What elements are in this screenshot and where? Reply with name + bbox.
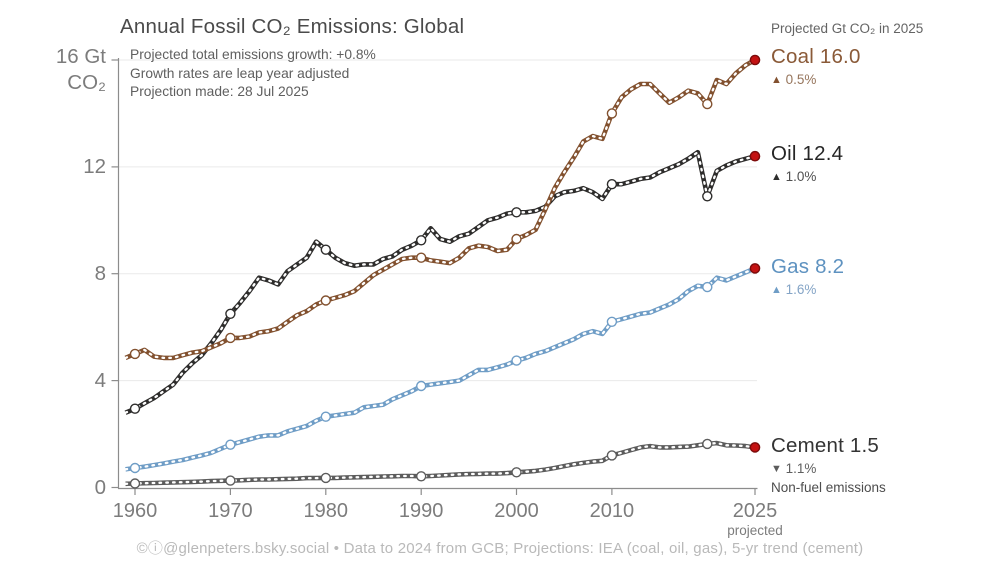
- decade-marker: [225, 332, 236, 344]
- up-triangle-icon: ▲: [771, 284, 782, 296]
- y-axis-unit-line1: 16 Gt: [55, 45, 106, 68]
- series-growth-cement: ▼ 1.1%: [771, 461, 886, 476]
- projection-end-dot: [749, 442, 761, 453]
- x-axis-tick-label: 1970: [208, 500, 253, 522]
- decade-marker: [416, 252, 427, 263]
- series-label-gas-text: Gas 8.2: [771, 255, 845, 278]
- annotation-block: Projected total emissions growth: +0.8% …: [130, 46, 376, 102]
- projection-end-dot: [749, 150, 761, 162]
- series-growth-oil-value: 1.0%: [785, 169, 817, 184]
- decade-marker: [320, 411, 331, 422]
- series-label-oil-text: Oil 12.4: [771, 142, 844, 165]
- y-axis-tick-label: 4: [94, 368, 106, 392]
- projection-end-dot: [749, 263, 761, 274]
- decade-marker: [225, 308, 236, 319]
- decade-marker: [416, 380, 427, 392]
- y-axis-unit-label: 16 Gt CO₂: [14, 44, 106, 96]
- x-axis-tick-label: 1990: [398, 500, 444, 522]
- decade-marker: [320, 472, 331, 484]
- annotation-line-3: Projection made: 28 Jul 2025: [130, 84, 309, 100]
- decade-marker: [320, 295, 331, 306]
- decade-marker: [511, 467, 522, 478]
- up-triangle-icon: ▲: [771, 74, 782, 86]
- annotation-line-1: Projected total emissions growth: +0.8%: [130, 47, 376, 62]
- decade-marker: [225, 475, 236, 486]
- x-axis-projected-label: projected: [727, 523, 783, 538]
- series-growth-coal: ▲ 0.5%: [771, 72, 861, 87]
- decade-marker: [129, 478, 141, 489]
- series-label-coal: Coal 16.0 ▲ 0.5%: [771, 45, 861, 87]
- decade-marker: [129, 348, 141, 360]
- y-axis-unit-line2: CO₂: [67, 71, 106, 94]
- y-axis-tick-label: 8: [94, 261, 106, 285]
- series-label-gas: Gas 8.2 ▲ 1.6%: [771, 255, 844, 297]
- decade-marker: [129, 403, 141, 414]
- series-growth-oil: ▲ 1.0%: [771, 169, 843, 184]
- x-axis-tick-label: 1960: [112, 500, 158, 522]
- decade-marker: [702, 438, 713, 450]
- series-label-cement-text: Cement 1.5: [771, 434, 879, 457]
- decade-marker: [702, 98, 713, 110]
- series-growth-gas: ▲ 1.6%: [771, 282, 844, 297]
- decade-marker: [702, 281, 713, 293]
- projected-units-note: Projected Gt CO₂ in 2025: [771, 21, 924, 36]
- series-note-cement: Non-fuel emissions: [771, 480, 886, 495]
- series-growth-cement-value: 1.1%: [785, 461, 817, 476]
- x-axis-tick-label: 1980: [303, 500, 349, 522]
- series-growth-gas-value: 1.6%: [785, 282, 817, 297]
- decade-marker: [225, 439, 236, 450]
- down-triangle-icon: ▼: [771, 463, 782, 475]
- decade-marker: [511, 355, 522, 366]
- series-growth-coal-value: 0.5%: [785, 72, 817, 87]
- attribution-footer: ©ⓘ@glenpeters.bsky.social • Data to 2024…: [136, 540, 864, 557]
- projection-end-dot: [749, 54, 761, 66]
- series-label-coal-text: Coal 16.0: [771, 45, 861, 68]
- decade-marker: [511, 233, 522, 245]
- decade-marker: [416, 235, 427, 246]
- decade-marker: [606, 178, 618, 190]
- decade-marker: [416, 471, 427, 482]
- decade-marker: [320, 244, 331, 255]
- x-axis-tick-label: 2010: [589, 500, 635, 522]
- x-axis-tick-label: 2000: [494, 500, 539, 522]
- series-label-cement: Cement 1.5 ▼ 1.1% Non-fuel emissions: [771, 434, 886, 495]
- x-axis-tick-label: 2025: [732, 500, 778, 522]
- annotation-line-2: Growth rates are leap year adjusted: [130, 65, 350, 81]
- decade-marker: [129, 462, 141, 474]
- series-label-oil: Oil 12.4 ▲ 1.0%: [771, 142, 843, 184]
- decade-marker: [606, 316, 618, 327]
- decade-marker: [606, 450, 618, 461]
- decade-marker: [511, 207, 522, 218]
- y-axis-tick-label: 0: [94, 475, 106, 499]
- up-triangle-icon: ▲: [771, 171, 782, 183]
- decade-marker: [702, 191, 713, 202]
- y-axis-tick-label: 12: [83, 154, 106, 178]
- page-title: Annual Fossil CO₂ Emissions: Global: [120, 15, 465, 38]
- decade-marker: [606, 108, 618, 119]
